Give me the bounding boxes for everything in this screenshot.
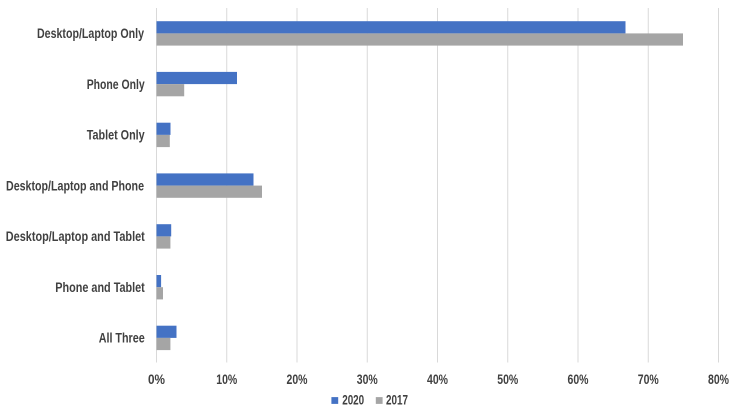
- svg-text:2020: 2020: [342, 393, 364, 408]
- svg-text:Desktop/Laptop and Phone: Desktop/Laptop and Phone: [6, 178, 144, 193]
- svg-text:10%: 10%: [216, 372, 237, 387]
- svg-text:60%: 60%: [568, 372, 589, 387]
- svg-text:80%: 80%: [708, 372, 729, 387]
- svg-text:Phone and Tablet: Phone and Tablet: [55, 280, 145, 295]
- svg-text:Desktop/Laptop Only: Desktop/Laptop Only: [37, 26, 144, 41]
- svg-text:2017: 2017: [386, 393, 408, 408]
- svg-text:Tablet Only: Tablet Only: [87, 128, 145, 143]
- svg-text:70%: 70%: [638, 372, 659, 387]
- svg-text:30%: 30%: [357, 372, 378, 387]
- svg-text:Desktop/Laptop and Tablet: Desktop/Laptop and Tablet: [6, 229, 145, 244]
- svg-text:Phone Only: Phone Only: [87, 77, 145, 92]
- svg-text:All Three: All Three: [99, 331, 145, 346]
- svg-text:0%: 0%: [148, 372, 165, 387]
- svg-text:40%: 40%: [427, 372, 448, 387]
- svg-text:50%: 50%: [497, 372, 518, 387]
- svg-text:20%: 20%: [287, 372, 308, 387]
